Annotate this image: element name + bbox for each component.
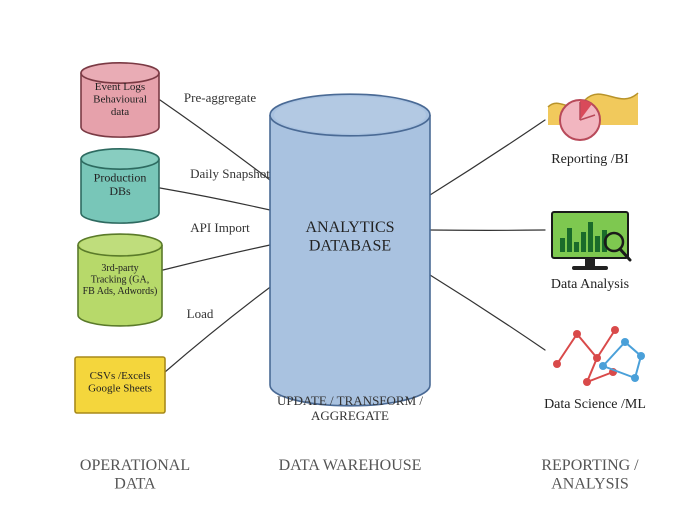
svg-text:ANALYTICSDATABASE: ANALYTICSDATABASE bbox=[305, 219, 394, 254]
svg-text:API Import: API Import bbox=[190, 220, 250, 235]
svg-text:Reporting /BI: Reporting /BI bbox=[551, 152, 629, 167]
svg-text:CSVs /ExcelsGoogle Sheets: CSVs /ExcelsGoogle Sheets bbox=[88, 370, 152, 395]
svg-text:Load: Load bbox=[187, 306, 214, 321]
output-analysis: Data Analysis bbox=[551, 212, 630, 292]
svg-text:Data Science /ML: Data Science /ML bbox=[544, 397, 646, 412]
svg-text:REPORTING /ANALYSIS: REPORTING /ANALYSIS bbox=[541, 457, 639, 492]
svg-text:DATA WAREHOUSE: DATA WAREHOUSE bbox=[279, 457, 422, 474]
svg-text:Daily Snapshot: Daily Snapshot bbox=[190, 166, 270, 181]
analytics-database: ANALYTICSDATABASEUPDATE / TRANSFORM /AGG… bbox=[270, 94, 430, 423]
svg-text:Data Analysis: Data Analysis bbox=[551, 277, 629, 292]
svg-text:Pre-aggregate: Pre-aggregate bbox=[184, 90, 256, 105]
